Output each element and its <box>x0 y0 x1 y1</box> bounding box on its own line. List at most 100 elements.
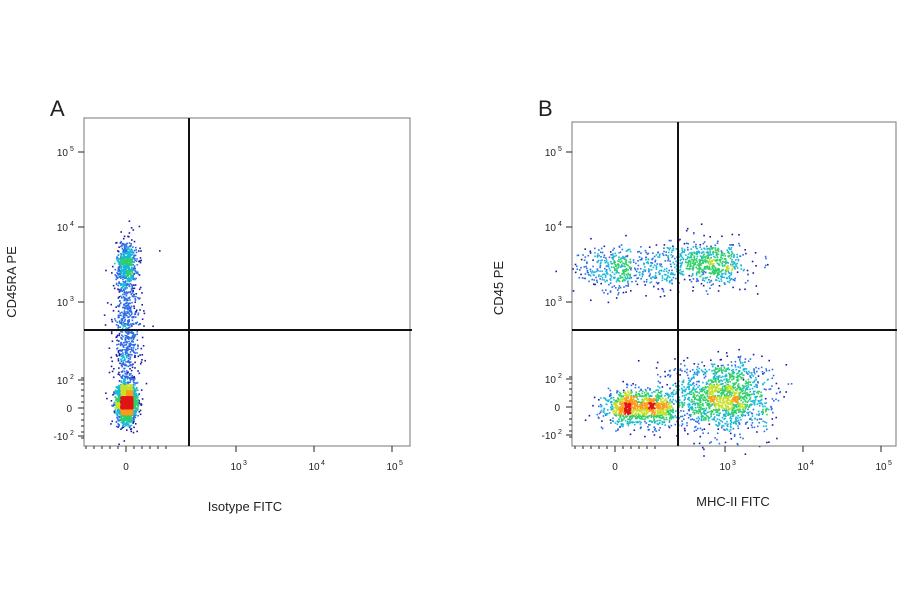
event-dot <box>712 363 714 366</box>
event-dot <box>698 371 700 373</box>
event-dot <box>133 287 136 290</box>
event-dot <box>647 426 649 428</box>
event-dot <box>626 384 629 386</box>
event-dot <box>116 355 118 357</box>
event-dot <box>630 384 633 387</box>
event-dot <box>661 279 664 282</box>
event-dot <box>599 278 601 280</box>
event-dot <box>115 421 118 423</box>
event-dot <box>124 376 126 379</box>
event-dot <box>653 264 656 266</box>
event-dot <box>701 428 704 431</box>
event-dot <box>133 381 135 384</box>
event-dot <box>119 413 121 416</box>
event-dot <box>127 357 130 360</box>
event-dot <box>742 369 745 371</box>
event-dot <box>734 417 737 420</box>
event-dot <box>137 405 139 408</box>
event-dot <box>648 420 651 423</box>
event-dot <box>610 254 612 256</box>
event-dot <box>627 283 630 285</box>
event-dot <box>121 269 124 272</box>
event-dot <box>714 251 717 253</box>
event-dot <box>600 405 602 408</box>
event-dot <box>609 274 612 276</box>
event-dot <box>732 370 735 373</box>
event-dot <box>118 291 121 293</box>
event-dot <box>671 269 673 272</box>
event-dot <box>715 279 717 281</box>
event-dot <box>116 398 119 400</box>
event-dot <box>609 394 611 396</box>
event-dot <box>131 249 133 251</box>
event-dot <box>691 409 693 411</box>
event-dot <box>130 309 132 312</box>
event-dot <box>125 323 127 325</box>
event-dot <box>651 276 654 278</box>
event-dot <box>133 273 135 275</box>
event-dot <box>701 361 703 364</box>
event-dot <box>638 271 640 274</box>
event-dot <box>617 289 619 291</box>
event-dot <box>669 263 672 266</box>
event-dot <box>121 390 124 392</box>
event-dot <box>745 370 748 373</box>
event-dot <box>120 260 123 262</box>
event-dot <box>702 273 705 275</box>
event-dot <box>122 354 125 356</box>
event-dot <box>701 257 703 260</box>
event-dot <box>613 262 616 265</box>
event-dot <box>696 374 699 376</box>
event-dot <box>681 273 684 276</box>
event-dot <box>131 288 133 291</box>
x-tick-exponent: 4 <box>321 460 325 467</box>
event-dot <box>689 380 691 383</box>
event-dot <box>692 382 695 384</box>
event-dot <box>689 379 692 382</box>
event-dot <box>134 382 136 384</box>
event-dot <box>131 349 134 352</box>
event-dot <box>740 268 743 270</box>
event-dot <box>134 408 137 410</box>
event-dot <box>117 403 119 406</box>
event-dot <box>728 252 730 254</box>
event-dot <box>703 241 706 243</box>
event-dot <box>703 365 706 367</box>
event-dot <box>122 274 125 277</box>
event-dot <box>117 350 120 352</box>
event-dot <box>680 363 682 365</box>
event-dot <box>669 260 671 262</box>
event-dot <box>724 417 726 420</box>
event-dot <box>129 262 132 265</box>
event-dot <box>727 381 729 383</box>
event-dot <box>730 250 733 253</box>
event-dot <box>642 415 644 418</box>
event-dot <box>759 395 761 398</box>
event-dot <box>644 266 646 268</box>
event-dot <box>135 399 138 401</box>
event-dot <box>641 257 643 260</box>
event-dot <box>752 375 755 377</box>
event-dot <box>116 276 119 279</box>
event-dot <box>692 278 695 280</box>
event-dot <box>124 293 126 296</box>
event-dot <box>131 323 134 325</box>
event-dot <box>690 280 693 283</box>
event-dot <box>671 400 673 403</box>
event-dot <box>681 256 684 259</box>
event-dot <box>752 408 755 411</box>
event-dot <box>755 265 757 267</box>
event-dot <box>572 290 575 292</box>
event-dot <box>672 247 675 250</box>
event-dot <box>129 258 132 260</box>
event-dot <box>124 305 127 307</box>
event-dot <box>120 268 123 270</box>
event-dot <box>700 223 703 225</box>
event-dot <box>130 267 133 270</box>
event-dot <box>670 254 672 256</box>
event-dot <box>721 421 724 423</box>
event-dot <box>625 291 627 293</box>
event-dot <box>696 421 699 423</box>
event-dot <box>135 295 137 298</box>
event-dot <box>596 255 599 257</box>
